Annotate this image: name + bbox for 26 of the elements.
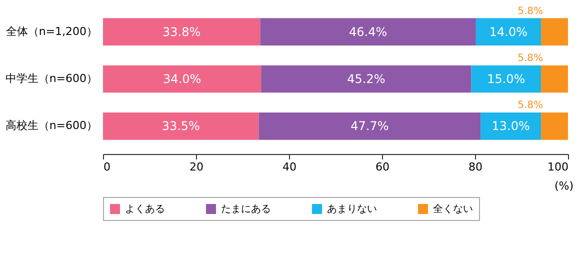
y-tick-label: 全体（n=1,200） — [6, 24, 98, 38]
x-tick-label: 100 — [548, 160, 568, 174]
data-label: 14.0% — [489, 24, 528, 39]
legend-label: 全くない — [433, 203, 473, 215]
data-label: 33.8% — [162, 24, 201, 39]
data-label: 47.7% — [350, 119, 389, 134]
x-tick-label: 40 — [282, 160, 296, 174]
x-tick-label: 20 — [190, 160, 204, 174]
data-label: 5.8% — [518, 100, 544, 112]
x-tick-label: 0 — [104, 160, 110, 174]
legend-label: よくある — [125, 204, 165, 215]
data-label: 5.8% — [518, 6, 544, 17]
data-label: 34.0% — [162, 72, 202, 86]
data-label: 45.2% — [347, 72, 386, 86]
legend-label: あまりない — [327, 204, 377, 215]
y-tick-label: 高校生（n=600） — [5, 119, 98, 132]
data-label: 5.8% — [518, 53, 544, 64]
data-label: 33.5% — [162, 119, 200, 134]
x-tick-label: 60 — [376, 160, 390, 174]
data-label: 13.0% — [492, 119, 530, 134]
x-axis-title: (%) — [554, 180, 574, 192]
y-tick-label: 中学生（n=600） — [5, 72, 98, 85]
data-label: 15.0% — [487, 72, 526, 86]
legend-label: たまにある — [221, 204, 271, 215]
x-tick-label: 80 — [468, 160, 482, 174]
data-label: 46.4% — [348, 24, 388, 39]
